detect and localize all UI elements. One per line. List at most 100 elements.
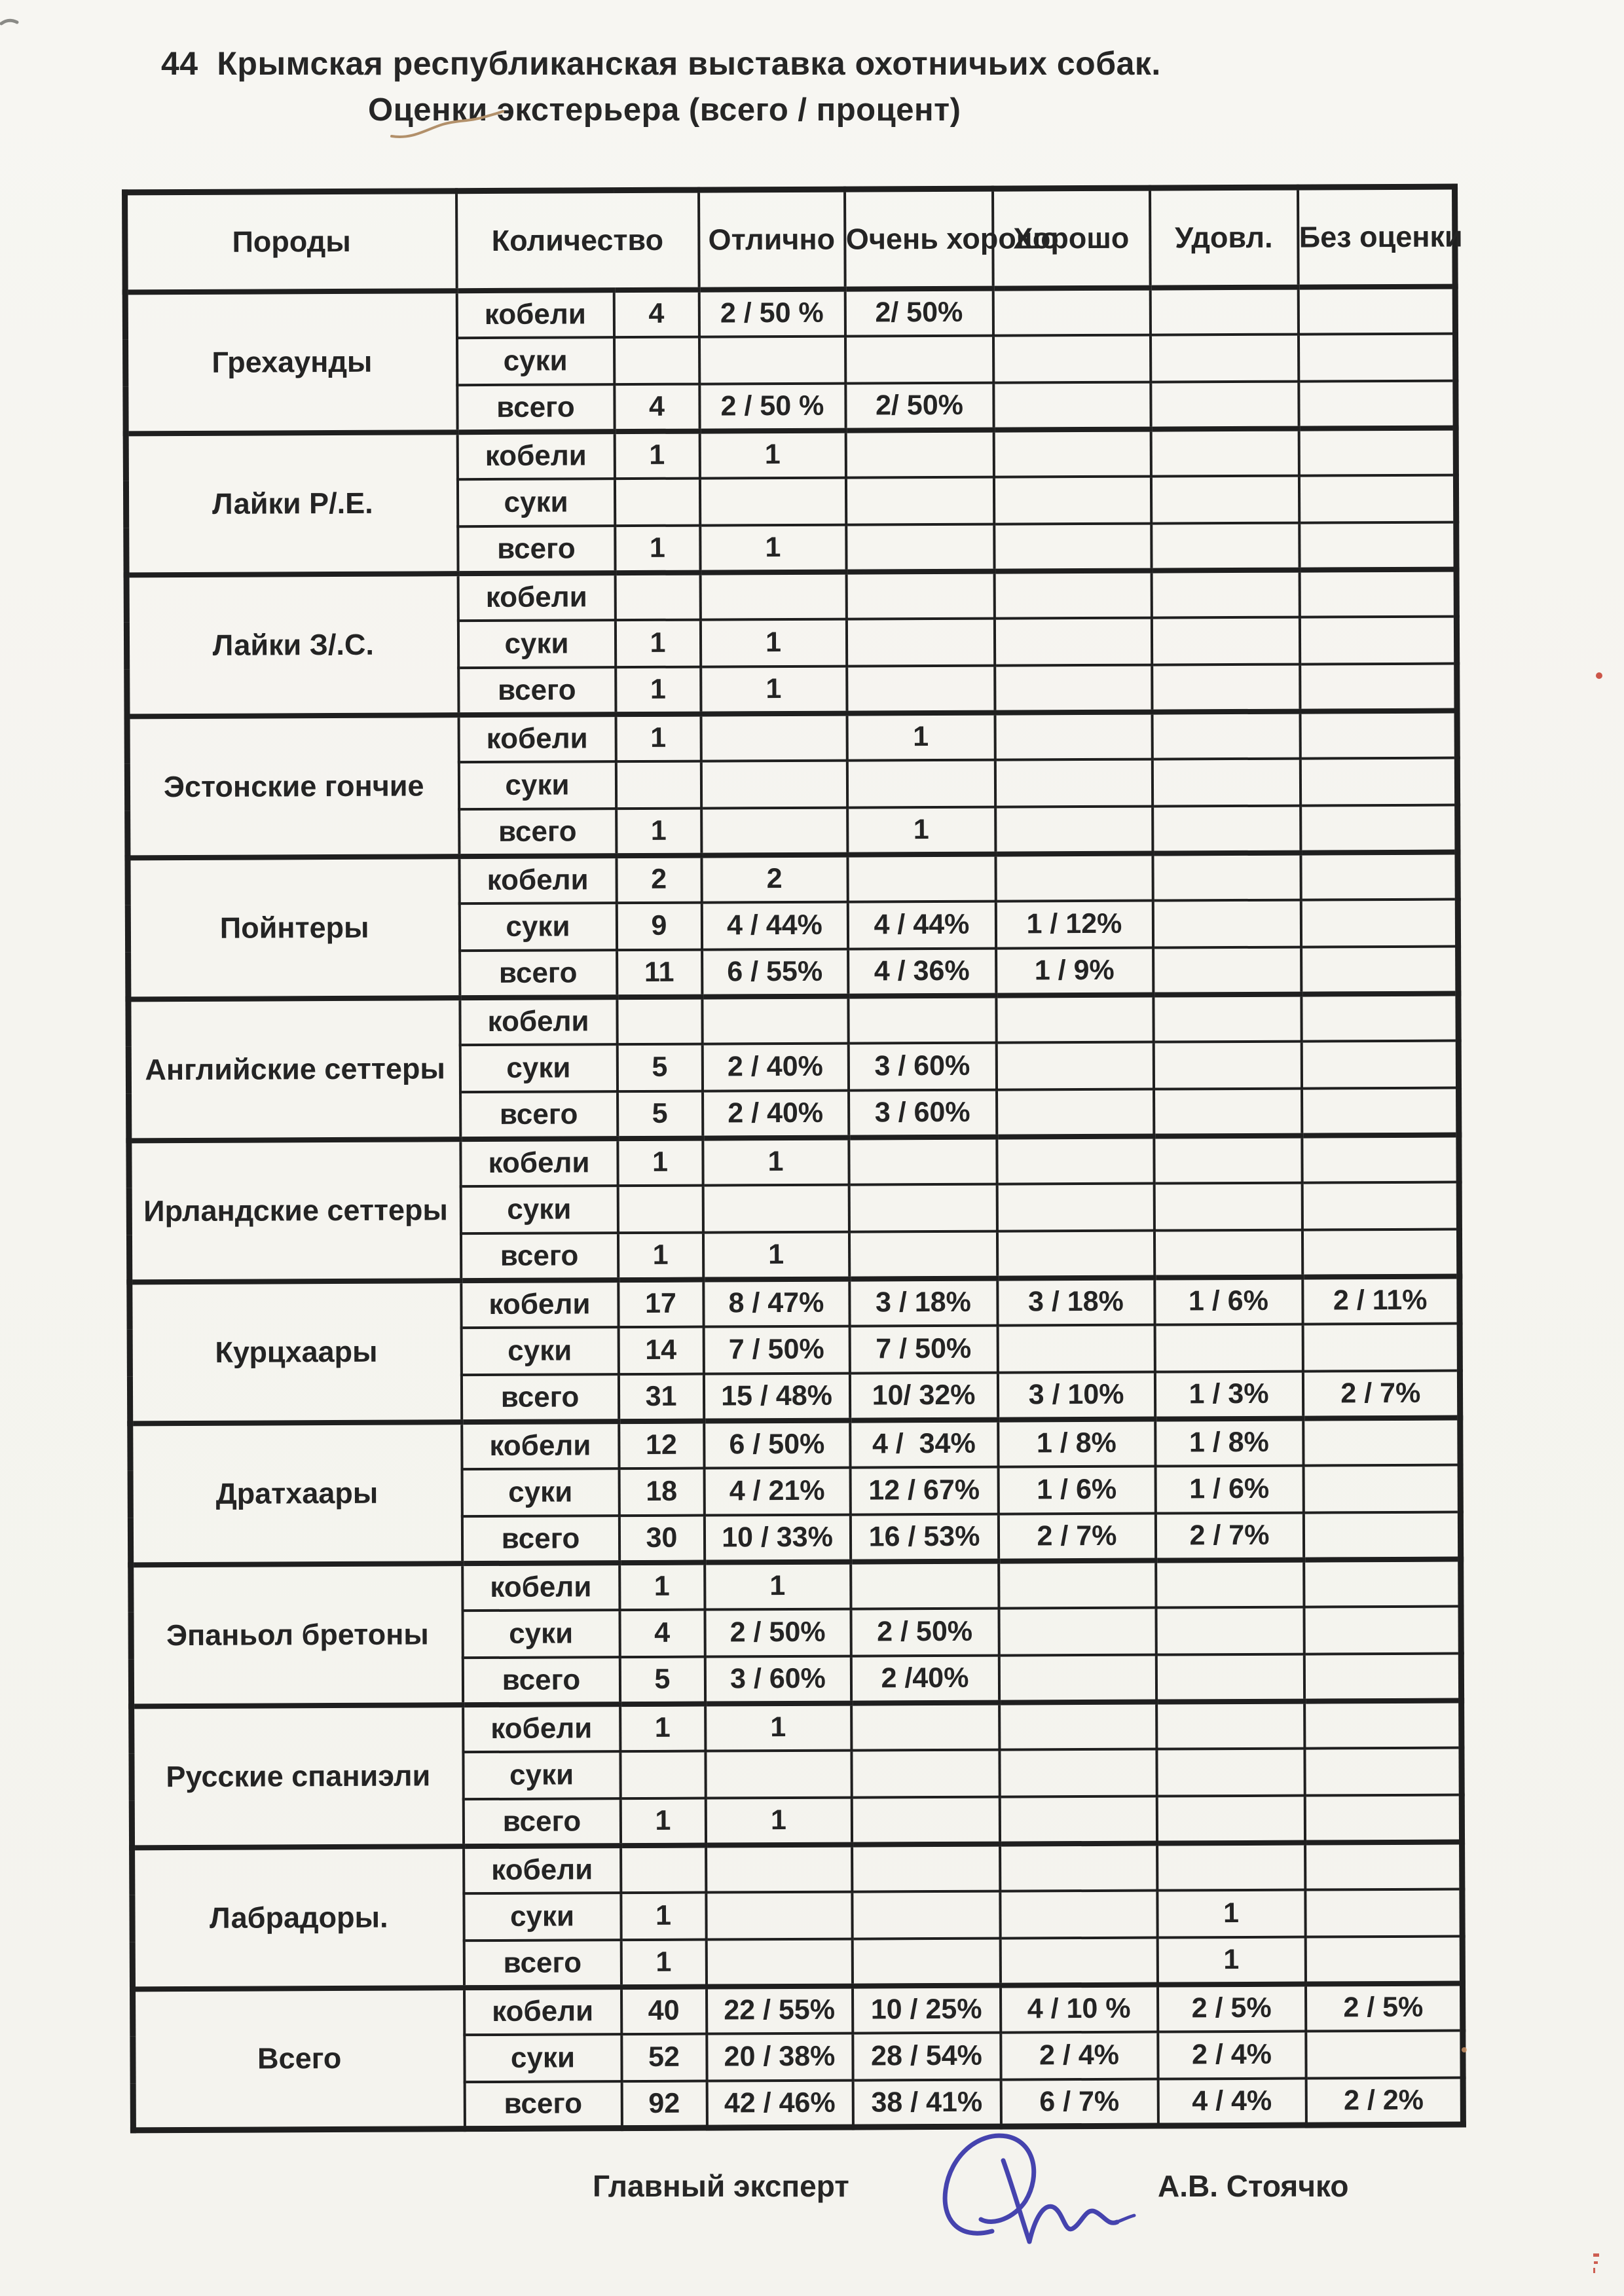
- cell-no-rating: [1301, 1135, 1460, 1183]
- cell-satisfactory: 1: [1157, 1937, 1306, 1985]
- cell-sex: всего: [461, 1374, 619, 1422]
- header-quantity: Количество: [456, 190, 699, 291]
- cell-satisfactory: [1155, 1607, 1304, 1655]
- cell-very-good: 3 / 60%: [848, 1042, 997, 1091]
- cell-no-rating: [1305, 1936, 1463, 1984]
- cell-satisfactory: [1156, 1842, 1305, 1891]
- cell-sex: всего: [458, 808, 616, 856]
- cell-very-good: 4 / 36%: [847, 948, 996, 996]
- cell-sex: кобели: [462, 1704, 620, 1752]
- cell-count: 17: [618, 1279, 704, 1327]
- table-row: Ирландские сеттеры кобели 1 1: [128, 1135, 1460, 1282]
- cell-very-good: 2 /40%: [851, 1655, 999, 1704]
- cell-no-rating: [1300, 710, 1458, 759]
- cell-sex: суки: [462, 1468, 619, 1516]
- header-good: Хорошо: [992, 188, 1151, 289]
- cell-no-rating: [1303, 1559, 1461, 1607]
- cell-count: 1: [619, 1562, 705, 1610]
- cell-good: [995, 806, 1153, 854]
- cell-very-good: 4 / 44%: [847, 901, 996, 949]
- cell-no-rating: [1300, 757, 1458, 806]
- cell-sex: кобели: [462, 1562, 619, 1611]
- cell-count: [618, 1185, 703, 1233]
- table-row: Дратхаары кобели 12 6 / 50% 4 / 34% 1 / 8% 1 /…: [130, 1417, 1461, 1565]
- header-satisfactory: Удовл.: [1149, 187, 1299, 288]
- cell-count: [614, 337, 699, 384]
- signature-icon: [942, 2133, 1136, 2244]
- cell-sex: всего: [457, 525, 616, 574]
- cell-sex: суки: [458, 761, 616, 809]
- cell-sex: кобели: [458, 855, 617, 903]
- cell-sex: кобели: [456, 289, 614, 338]
- cell-good: [996, 1136, 1154, 1184]
- cell-count: 4: [614, 289, 699, 337]
- cell-good: [999, 1843, 1157, 1891]
- cell-count: 4: [619, 1609, 705, 1657]
- cell-satisfactory: 2 / 5%: [1157, 1984, 1306, 2032]
- cell-very-good: 2/ 50%: [845, 382, 994, 431]
- cell-no-rating: [1301, 993, 1459, 1042]
- cell-sex: кобели: [461, 1421, 619, 1469]
- cell-sex: всего: [460, 1091, 618, 1139]
- cell-count: 1: [617, 1138, 703, 1186]
- cell-count: [616, 996, 703, 1044]
- cell-sex: кобели: [458, 714, 616, 762]
- cell-count: 5: [619, 1656, 705, 1704]
- breed-name-cell: Лайки Р/.Е.: [126, 431, 458, 575]
- cell-sex: всего: [460, 1232, 618, 1281]
- cell-no-rating: [1301, 1040, 1459, 1089]
- cell-sex: всего: [456, 384, 615, 432]
- cell-count: 1: [616, 808, 701, 856]
- cell-excellent: 1: [705, 1703, 851, 1751]
- cell-excellent: 7 / 50%: [703, 1326, 850, 1374]
- cell-count: 5: [617, 1091, 703, 1139]
- cell-no-rating: [1302, 1182, 1460, 1230]
- cell-satisfactory: [1150, 287, 1299, 335]
- cell-good: [993, 382, 1151, 430]
- cell-excellent: 15 / 48%: [703, 1373, 850, 1421]
- cell-good: [994, 570, 1152, 619]
- cell-good: [999, 1890, 1158, 1939]
- cell-no-rating: 2 / 7%: [1302, 1370, 1460, 1419]
- cell-good: 1 / 12%: [995, 900, 1153, 949]
- cell-good: [997, 1183, 1154, 1231]
- cell-sex: суки: [460, 1044, 618, 1092]
- expert-name: А.В. Стоячко: [1158, 2169, 1349, 2203]
- cell-excellent: 2 / 40%: [702, 1043, 849, 1091]
- cell-very-good: 10 / 25%: [852, 1985, 1001, 2033]
- cell-very-good: 3 / 60%: [848, 1089, 997, 1138]
- cell-satisfactory: [1151, 475, 1299, 524]
- breed-name-cell: Эпаньол бретоны: [130, 1563, 463, 1706]
- cell-satisfactory: [1152, 852, 1301, 901]
- cell-no-rating: [1301, 1087, 1459, 1136]
- cell-excellent: [705, 1891, 853, 1940]
- cell-excellent: 2 / 50 %: [699, 289, 845, 337]
- cell-good: [999, 1654, 1156, 1703]
- cell-excellent: [705, 1844, 852, 1893]
- breed-name-cell: Русские спаниэли: [131, 1704, 464, 1848]
- cell-sex: кобели: [463, 1845, 621, 1893]
- table-row: Курцхаары кобели 17 8 / 47% 3 / 18% 3 / 18% 1 …: [129, 1276, 1460, 1423]
- cell-excellent: 1: [702, 1137, 849, 1186]
- cell-good: [995, 759, 1153, 807]
- cell-sex: суки: [457, 478, 615, 526]
- cell-satisfactory: [1151, 617, 1300, 665]
- cell-satisfactory: [1156, 1701, 1304, 1749]
- cell-no-rating: [1304, 1700, 1462, 1749]
- exterior-scores-table: Породы Количество Отлично Очень хорошо Х…: [122, 183, 1466, 2134]
- cell-count: 1: [614, 525, 701, 573]
- cell-good: [995, 994, 1154, 1043]
- breed-name-cell: Английские сеттеры: [128, 997, 460, 1140]
- cell-good: [995, 853, 1153, 902]
- cell-satisfactory: [1153, 1088, 1302, 1137]
- cell-no-rating: [1300, 805, 1458, 853]
- cell-count: 5: [617, 1044, 703, 1091]
- cell-excellent: [703, 1184, 849, 1233]
- table-body: Грехаунды кобели 4 2 / 50 % 2/ 50% суки всего 4…: [125, 286, 1464, 2130]
- cell-satisfactory: 1 / 6%: [1154, 1277, 1303, 1325]
- cell-excellent: [705, 1750, 852, 1798]
- breed-name-cell: Ирландские сеттеры: [128, 1139, 461, 1282]
- cell-satisfactory: 2 / 7%: [1155, 1512, 1304, 1561]
- cell-excellent: [699, 336, 845, 384]
